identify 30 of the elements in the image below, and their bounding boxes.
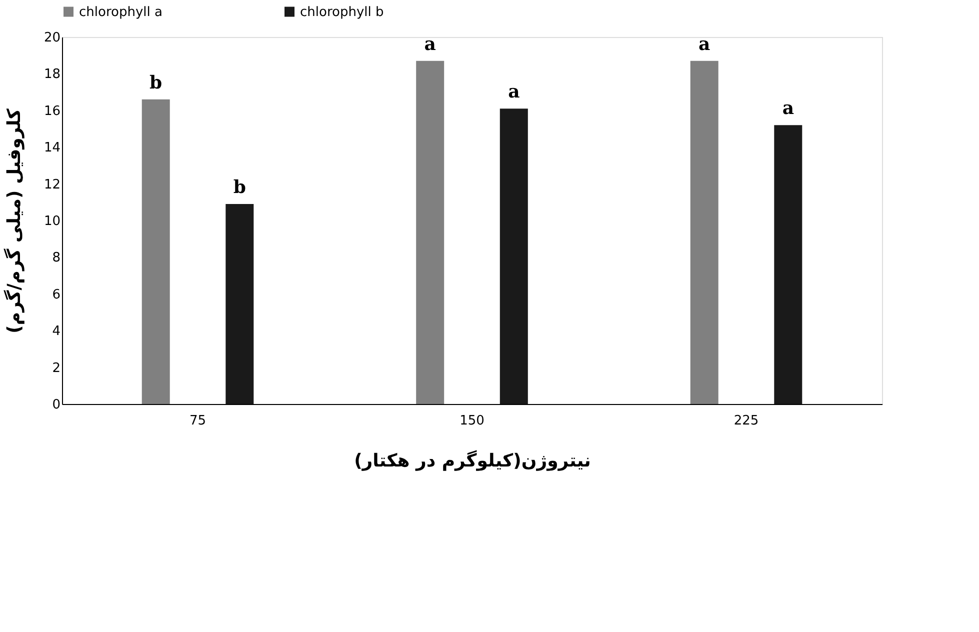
bar — [690, 60, 718, 404]
data-label: b — [150, 72, 162, 94]
x-tick-label: 75 — [189, 414, 206, 428]
y-tick-label: 8 — [52, 250, 60, 266]
x-axis-title: نیتروژن(کیلوگرم در هکتار) — [354, 450, 591, 472]
bar — [142, 99, 170, 404]
bar — [416, 60, 444, 404]
legend-label: chlorophyll a — [79, 4, 162, 20]
data-label: b — [233, 176, 246, 198]
y-axis-title: کلروفیل (میلی گرم/گرم) — [2, 108, 25, 334]
y-tick-label: 10 — [44, 214, 60, 229]
y-tick-label: 12 — [44, 177, 60, 192]
bar — [774, 125, 802, 404]
y-tick-label: 2 — [52, 360, 60, 376]
bar — [500, 108, 528, 404]
y-tick-label: 16 — [44, 104, 60, 119]
y-tick-label: 4 — [52, 324, 60, 340]
y-tick-label: 20 — [44, 30, 60, 46]
data-label: a — [698, 34, 711, 55]
data-label: a — [508, 82, 520, 103]
legend-label: chlorophyll b — [300, 4, 384, 20]
x-tick-label: 225 — [734, 414, 759, 428]
y-tick-label: 18 — [44, 67, 60, 82]
bar — [226, 204, 254, 404]
y-tick-label: 6 — [52, 287, 60, 302]
x-tick-label: 150 — [460, 414, 484, 428]
data-label: a — [782, 98, 794, 120]
y-tick-label: 14 — [44, 140, 60, 156]
y-tick-label: 0 — [52, 398, 60, 412]
data-label: a — [424, 34, 436, 55]
